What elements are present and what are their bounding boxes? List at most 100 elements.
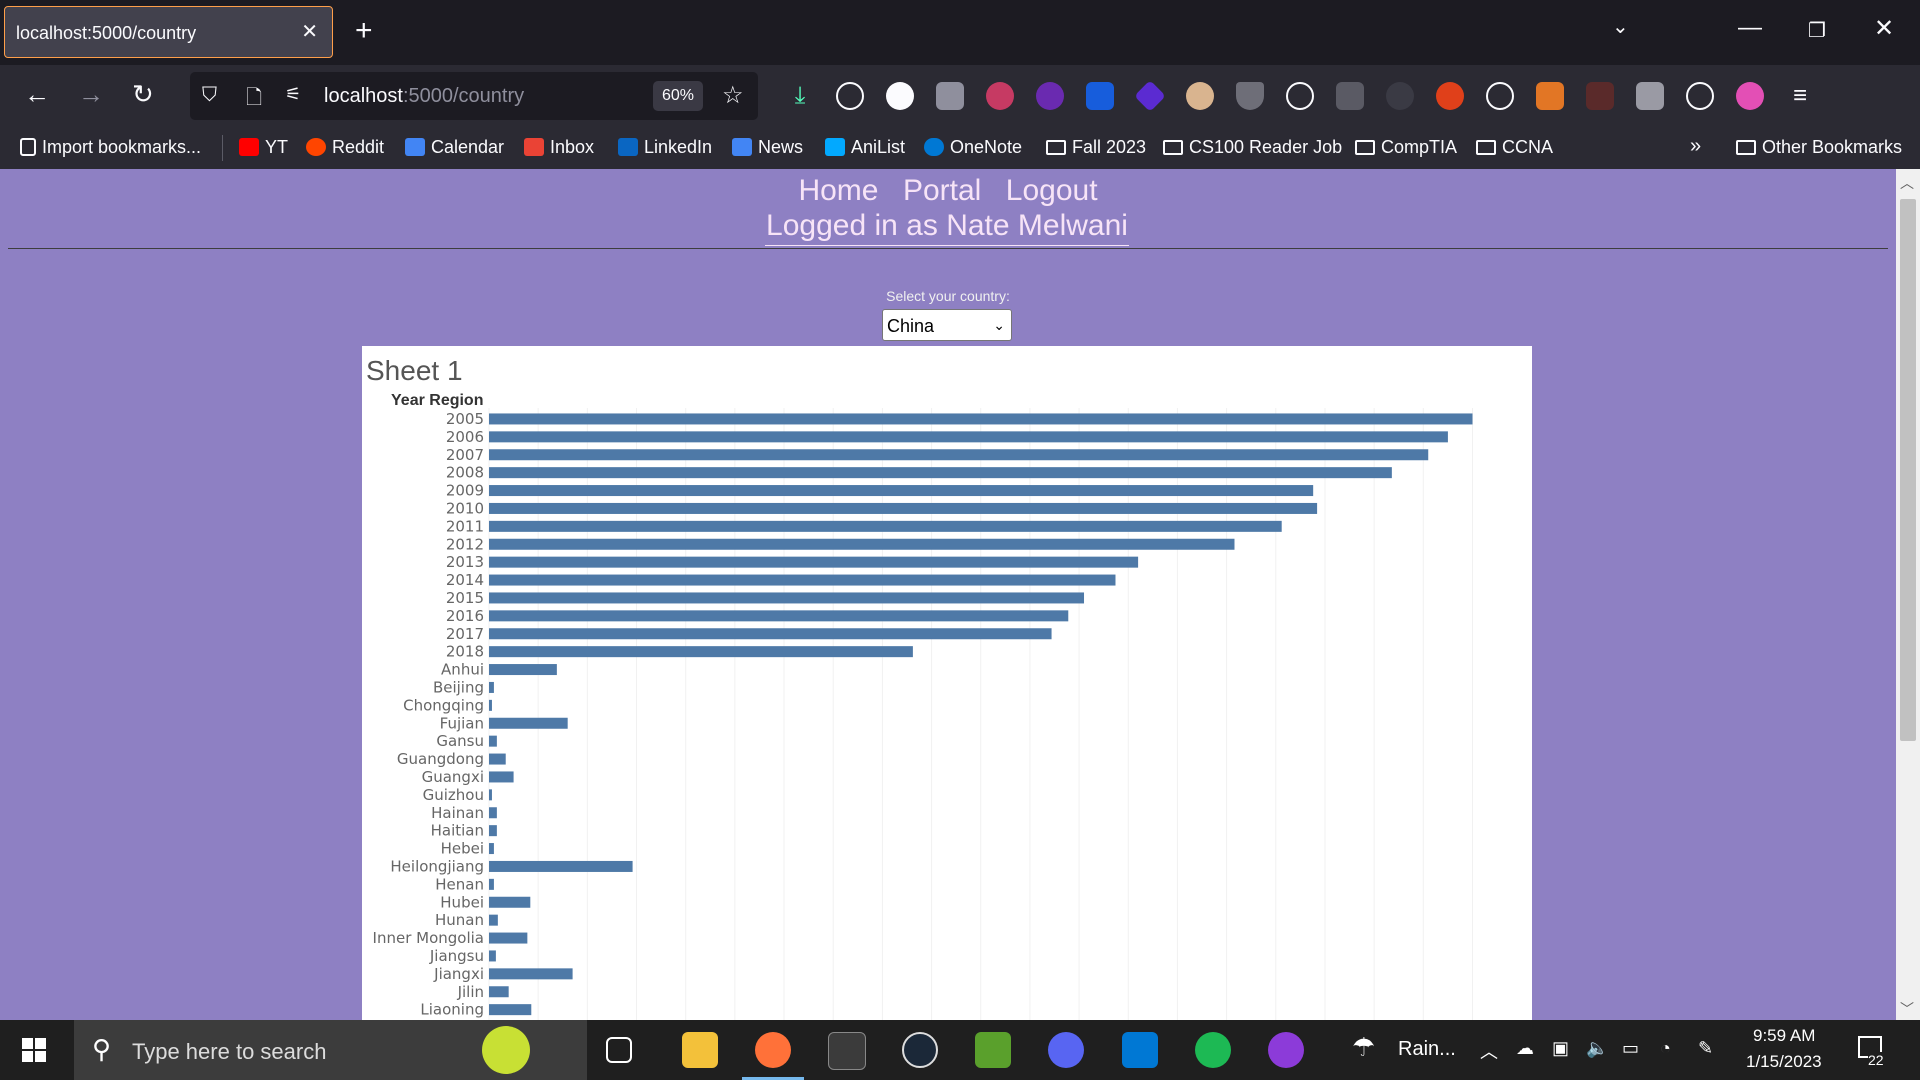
weather-rain-icon[interactable]: ☂ [1352, 1032, 1376, 1062]
other-bookmarks[interactable]: Other Bookmarks [1736, 137, 1902, 158]
bookmark-star-icon[interactable]: ☆ [722, 82, 744, 109]
bar[interactable] [489, 735, 497, 747]
history-icon[interactable] [836, 82, 864, 110]
minimize-icon[interactable]: — [1738, 14, 1762, 41]
bookmark-folder-fall-2023[interactable]: Fall 2023 [1046, 137, 1146, 158]
bookmark-folder-comptia[interactable]: CompTIA [1355, 137, 1457, 158]
bar[interactable] [489, 717, 568, 729]
bookmark-news[interactable]: News [732, 137, 803, 158]
bar[interactable] [489, 520, 1282, 532]
bookmark-onenote[interactable]: OneNote [924, 137, 1022, 158]
scroll-thumb[interactable] [1900, 199, 1916, 741]
url-text[interactable]: localhost:5000/country [324, 85, 524, 108]
bar[interactable] [489, 628, 1052, 640]
bar[interactable] [489, 592, 1085, 604]
bar[interactable] [489, 860, 633, 872]
bar[interactable] [489, 502, 1318, 514]
mask-app-icon[interactable] [1268, 1032, 1304, 1068]
taskbar-search[interactable]: ⚲ Type here to search [74, 1020, 587, 1080]
bar[interactable] [489, 878, 494, 890]
new-tab-icon[interactable]: + [355, 14, 373, 47]
downloads-icon[interactable]: ⤓ [794, 82, 806, 109]
bar[interactable] [489, 807, 497, 819]
bar[interactable] [489, 753, 506, 765]
mute-tab-icon[interactable] [1336, 82, 1364, 110]
bar[interactable] [489, 986, 509, 998]
bar[interactable] [489, 843, 494, 855]
bookmark-inbox[interactable]: Inbox [524, 137, 594, 158]
metamask-icon[interactable] [1536, 82, 1564, 110]
pdf-extension-icon[interactable] [1586, 82, 1614, 110]
bookmark-yt[interactable]: YT [239, 137, 288, 158]
meet-now-icon[interactable]: ▣ [1552, 1038, 1570, 1058]
tableau-viz[interactable]: Sheet 1 Year Region 2005 2006 2007 2008 2009… [362, 346, 1532, 1020]
address-bar[interactable]: ⛉ 🗋 ⚟ localhost:5000/country 60% ☆ [190, 72, 758, 120]
minecraft-icon[interactable] [975, 1032, 1011, 1068]
bar[interactable] [489, 574, 1116, 586]
close-tab-icon[interactable]: ✕ [301, 21, 318, 43]
weather-text[interactable]: Rain... [1398, 1038, 1456, 1060]
bar[interactable] [489, 664, 557, 676]
permissions-icon[interactable]: ⚟ [285, 84, 302, 104]
k-extension-icon[interactable] [1636, 82, 1664, 110]
browser-tab[interactable]: localhost:5000/country ✕ [4, 6, 333, 58]
logged-in-status[interactable]: Logged in as Nate Melwani [765, 209, 1129, 246]
steam-icon[interactable] [902, 1032, 938, 1068]
bar[interactable] [489, 485, 1314, 497]
nav-portal-link[interactable]: Portal [902, 174, 982, 207]
windows-start-icon[interactable] [22, 1038, 46, 1062]
bookmarks-overflow-chevron-icon[interactable]: » [1690, 135, 1702, 157]
bar[interactable] [489, 789, 492, 801]
bar[interactable] [489, 771, 514, 783]
scroll-up-arrow-icon[interactable]: ︿ [1900, 175, 1914, 191]
tray-chevron-up-icon[interactable]: ︿ [1480, 1042, 1498, 1062]
bar[interactable] [489, 449, 1429, 461]
page-info-icon[interactable]: 🗋 [246, 87, 263, 109]
spotify-icon[interactable] [1195, 1032, 1231, 1068]
vscode-icon[interactable] [1122, 1032, 1158, 1068]
pen-icon[interactable]: ✎ [1698, 1038, 1714, 1058]
face-extension-icon[interactable] [1186, 82, 1214, 110]
bar[interactable] [489, 914, 498, 926]
nav-home-link[interactable]: Home [798, 174, 879, 207]
bookmark-import[interactable]: Import bookmarks... [20, 137, 201, 158]
country-select[interactable]: China ⌄ [882, 309, 1012, 341]
window-close-icon[interactable]: ✕ [1874, 15, 1895, 42]
reload-icon[interactable]: ↻ [132, 79, 154, 109]
bookmark-linkedin[interactable]: LinkedIn [618, 137, 712, 158]
bitwarden-icon[interactable] [1086, 82, 1114, 110]
menu-hamburger-icon[interactable]: ≡ [1792, 82, 1807, 109]
task-view-icon[interactable] [606, 1037, 632, 1063]
clock-date[interactable]: 1/15/2023 [1746, 1052, 1822, 1071]
restore-icon[interactable]: ❐ [1808, 20, 1826, 42]
zoom-level-badge[interactable]: 60% [653, 81, 703, 111]
bar[interactable] [489, 1004, 532, 1016]
react-devtools-icon[interactable] [1486, 82, 1514, 110]
terminal-icon[interactable] [828, 1032, 866, 1070]
file-explorer-icon[interactable] [682, 1032, 718, 1068]
bar[interactable] [489, 968, 573, 980]
bar[interactable] [489, 431, 1448, 443]
bar[interactable] [489, 932, 528, 944]
tab-list-chevron-icon[interactable]: ⌄ [1612, 16, 1629, 38]
bookmark-folder-cs100[interactable]: CS100 Reader Job [1163, 137, 1342, 158]
bar[interactable] [489, 646, 913, 658]
bar[interactable] [489, 467, 1392, 479]
cookie-icon[interactable] [1286, 82, 1314, 110]
clock-time[interactable]: 9:59 AM [1753, 1026, 1816, 1045]
discord-icon[interactable] [1048, 1032, 1084, 1068]
red-globe-extension-icon[interactable] [986, 82, 1014, 110]
bar[interactable] [489, 825, 497, 837]
scroll-down-arrow-icon[interactable]: ﹀ [1900, 1001, 1914, 1017]
bookmark-calendar[interactable]: Calendar [405, 137, 504, 158]
bar[interactable] [489, 950, 496, 962]
nav-logout-link[interactable]: Logout [1005, 174, 1098, 207]
brave-like-extension-icon[interactable] [1436, 82, 1464, 110]
bar[interactable] [489, 610, 1069, 622]
bar[interactable] [489, 413, 1473, 425]
gnome-extension-icon[interactable] [1686, 82, 1714, 110]
puzzle-extension-icon[interactable] [936, 82, 964, 110]
bar[interactable] [489, 556, 1139, 568]
bookmark-reddit[interactable]: Reddit [306, 137, 384, 158]
page-scrollbar[interactable]: ︿ ﹀ [1896, 169, 1920, 1020]
